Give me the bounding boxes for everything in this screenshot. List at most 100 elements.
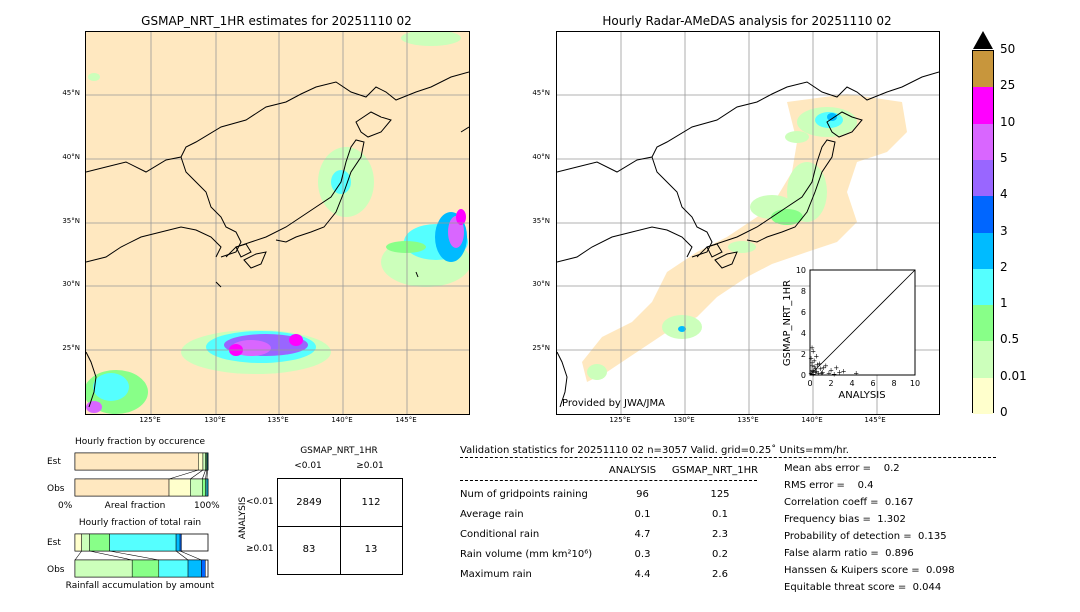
scatter-y-tick: 6 (801, 308, 806, 317)
right-lon-label: 125°E (609, 416, 631, 424)
left-lon-label: 130°E (204, 416, 226, 424)
total-rain-obs-label: Obs (47, 565, 65, 575)
stats-row-gsmap: 2.3 (712, 529, 728, 540)
scatter-x-tick: 0 (807, 379, 812, 388)
score-line: Hanssen & Kuipers score = 0.098 (784, 565, 955, 576)
total-rain-bar-connector (179, 550, 202, 561)
colorbar-extend-arrow (973, 31, 993, 49)
colorbar-label: 0.5 (1000, 332, 1020, 347)
left-coastlines (86, 71, 469, 408)
right-lat-label: 35°N (532, 217, 550, 225)
total-rain-chart (74, 533, 209, 578)
scatter-point: + (812, 365, 818, 373)
scatter-diagonal (809, 269, 916, 376)
stats-col-analysis: ANALYSIS (608, 465, 657, 476)
scatter-point: + (833, 364, 839, 372)
occurrence-bar-segment (202, 452, 206, 471)
right-lon-label: 140°E (801, 416, 823, 424)
right-lon-label: 130°E (673, 416, 695, 424)
total-rain-x-label: Rainfall accumulation by amount (65, 581, 215, 591)
total-rain-bar-segment (175, 533, 181, 552)
scatter-point: + (808, 369, 814, 377)
contingency-table: 2849 112 83 13 (277, 478, 403, 575)
left-lat-label: 45°N (62, 89, 80, 97)
colorbar-segment (973, 377, 993, 415)
right-lon-label: 135°E (737, 416, 759, 424)
scatter-points: +++++++++++++++++ ++ +++ ++ +++++ + (808, 344, 859, 378)
scatter-y-tick: 2 (801, 350, 806, 359)
contingency-col-header: <0.01 (294, 461, 322, 471)
scatter-y-tick: 0 (801, 371, 806, 380)
total-rain-bar-segment (201, 559, 206, 578)
stats-row-gsmap: 0.1 (712, 509, 728, 520)
colorbar-label: 0.01 (1000, 368, 1027, 383)
scatter-point: + (828, 366, 834, 374)
scatter-x-tick: 2 (828, 379, 833, 388)
left-lon-label: 145°E (395, 416, 417, 424)
scatter-point: + (809, 359, 815, 367)
scatter-point: + (811, 363, 817, 371)
occurrence-bar-connector (190, 469, 204, 480)
scatter-x-tick: 8 (891, 379, 896, 388)
score-line: Mean abs error = 0.2 (784, 463, 900, 474)
colorbar-segment (973, 305, 993, 342)
scatter-point: + (853, 369, 859, 377)
stats-row-label: Num of gridpoints raining (460, 489, 588, 500)
scatter-x-tick: 6 (870, 379, 875, 388)
occurrence-bar-segment (168, 478, 191, 497)
scatter-point: + (814, 361, 820, 369)
stats-row-label: Rain volume (mm km²10⁶) (460, 549, 593, 560)
score-line: False alarm ratio = 0.896 (784, 548, 914, 559)
stats-row-label: Average rain (460, 509, 524, 520)
left-rain-blobs (86, 32, 469, 414)
left-lat-label: 25°N (62, 344, 80, 352)
colorbar-label: 10 (1000, 114, 1016, 129)
contingency-cell: 112 (361, 497, 381, 508)
colorbar-segment (973, 123, 993, 161)
total-rain-bar-segment (179, 533, 182, 552)
colorbar-segment (973, 232, 993, 270)
left-lat-label: 35°N (62, 217, 80, 225)
stats-col-divider (460, 480, 757, 481)
scatter-point: + (823, 362, 829, 370)
contingency-cell: 2849 (296, 497, 322, 508)
total-rain-bar-segment (109, 533, 177, 552)
scatter-point: + (809, 344, 815, 352)
contingency-title: GSMAP_NRT_1HR (300, 446, 378, 456)
occurrence-bar-segment (206, 478, 209, 497)
colorbar-label: 2 (1000, 259, 1008, 274)
total-rain-bar-segment (131, 559, 160, 578)
scatter-point: + (808, 355, 814, 363)
occurrence-bar-segment (74, 478, 170, 497)
colorbar-label: 1 (1000, 296, 1008, 311)
stats-row-label: Conditional rain (460, 529, 540, 540)
total-rain-bar-segment (81, 533, 90, 552)
right-map-canvas (557, 32, 939, 414)
occurrence-bar-connector (205, 469, 207, 480)
occurrence-bar-segment (207, 452, 209, 471)
colorbar-label: 50 (1000, 42, 1016, 56)
right-map-title: Hourly Radar-AMeDAS analysis for 2025111… (602, 14, 892, 28)
right-lat-label: 30°N (532, 280, 550, 288)
scatter-inset: +++++++++++++++++ ++ +++ ++ +++++ + 0 2 4 6 8 10 0… (782, 266, 920, 401)
scatter-point: + (815, 369, 821, 377)
colorbar-segment (973, 196, 993, 233)
score-line: Frequency bias = 1.302 (784, 514, 906, 525)
total-rain-bar-connector (74, 550, 82, 561)
colorbar-label: 3 (1000, 223, 1008, 238)
stats-row-gsmap: 125 (710, 489, 730, 500)
score-line: Equitable threat score = 0.044 (784, 582, 942, 593)
scatter-point: + (831, 370, 837, 378)
occurrence-tick-0: 0% (58, 501, 73, 511)
scatter-x-tick: 4 (849, 379, 854, 388)
contingency-row-header: <0.01 (246, 497, 274, 507)
colorbar-label: 25 (1000, 78, 1016, 93)
contingency-row-header: ≥0.01 (246, 544, 274, 554)
left-map-canvas (86, 32, 469, 414)
total-rain-bar-connector (175, 550, 189, 561)
total-rain-bar-segment (74, 559, 133, 578)
scatter-point: + (809, 362, 815, 370)
occurrence-bar-segment (190, 478, 203, 497)
scatter-point: + (813, 353, 819, 361)
scatter-y-tick: 4 (801, 329, 806, 338)
